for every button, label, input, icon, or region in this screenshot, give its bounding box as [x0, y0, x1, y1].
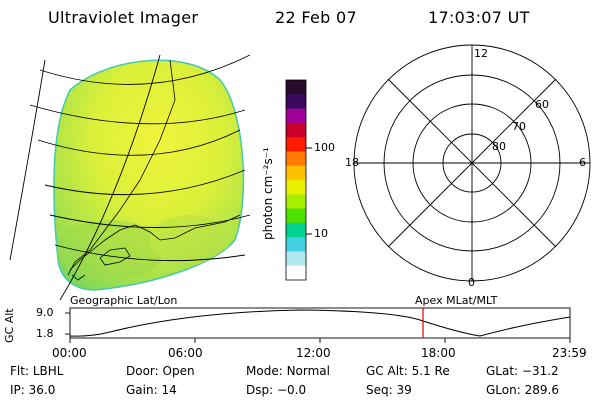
orbit-xtick-0600: 06:00 [168, 346, 203, 360]
status-door: Door: Open [126, 364, 195, 378]
lat-label-60: 60 [535, 98, 549, 111]
colorbar-segment [286, 237, 306, 252]
lat-label-80: 80 [492, 140, 506, 153]
status-seq: Seq: 39 [366, 383, 412, 397]
coastline [67, 59, 241, 281]
status-gc-alt: GC Alt: 5.1 Re [366, 364, 450, 378]
orbit-plot-frame [69, 307, 571, 339]
colorbar-segment [286, 122, 306, 138]
image-date: 22 Feb 07 [275, 8, 357, 27]
colorbar-tick-10: 10 [314, 227, 328, 240]
orbit-ytick-1-8: 1.8 [36, 327, 54, 340]
colorbar-segment [286, 151, 306, 167]
colorbar-segment [286, 222, 306, 238]
colorbar-segment [286, 94, 306, 110]
colorbar-segment [286, 194, 306, 210]
colorbar-segment [286, 80, 306, 95]
mlt-label-0: 0 [468, 276, 475, 289]
colorbar-tick-100: 100 [314, 141, 335, 154]
status-dsp: Dsp: −0.0 [246, 383, 307, 397]
instrument-title: Ultraviolet Imager [48, 8, 199, 27]
status-glat: GLat: −31.2 [486, 364, 559, 378]
status-ip: IP: 36.0 [10, 383, 56, 397]
orbit-left-label: Geographic Lat/Lon [70, 294, 178, 307]
colorbar [286, 80, 306, 281]
colorbar-segment [286, 251, 306, 267]
colorbar-segment [286, 208, 306, 224]
orbit-axis-label: GC Alt [3, 308, 16, 343]
colorbar-segment [286, 108, 306, 124]
orbit-xtick-0000: 00:00 [52, 346, 87, 360]
mlt-label-18: 18 [345, 156, 359, 169]
colorbar-segment [286, 137, 306, 152]
lat-label-70: 70 [512, 120, 526, 133]
status-gain: Gain: 14 [126, 383, 177, 397]
orbit-xtick-1800: 18:00 [421, 346, 456, 360]
geo-grid [9, 54, 251, 301]
orbit-ytick-9: 9.0 [36, 306, 54, 319]
status-glon: GLon: 289.6 [486, 383, 559, 397]
mlt-label-12: 12 [474, 47, 488, 60]
orbit-xtick-2359: 23:59 [552, 346, 587, 360]
colorbar-unit-label: photon cm⁻²s⁻¹ [261, 147, 275, 240]
orbit-right-label: Apex MLat/MLT [415, 294, 498, 307]
colorbar-segment [286, 265, 306, 281]
colorbar-segment [286, 180, 306, 195]
image-time: 17:03:07 UT [428, 8, 530, 27]
mlt-label-6: 6 [579, 156, 586, 169]
polar-plot [353, 44, 591, 282]
status-flt: Flt: LBHL [10, 364, 64, 378]
status-mode: Mode: Normal [246, 364, 330, 378]
orbit-xtick-1200: 12:00 [296, 346, 331, 360]
orbit-altitude-curve [69, 309, 571, 337]
colorbar-segment [286, 165, 306, 181]
